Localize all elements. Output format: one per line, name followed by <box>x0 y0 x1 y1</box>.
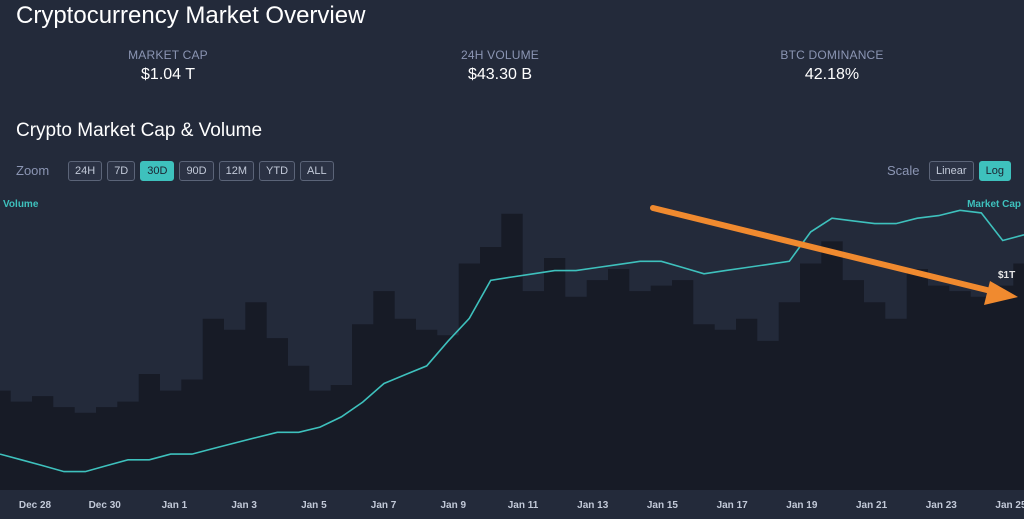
x-tick-label: Jan 19 <box>786 500 818 511</box>
x-tick-label: Jan 9 <box>440 500 466 511</box>
zoom-12m-button[interactable]: 12M <box>218 161 255 181</box>
zoom-90d-button[interactable]: 90D <box>179 161 214 181</box>
volume-series-label: Volume <box>3 199 39 210</box>
volume-area <box>0 213 1024 491</box>
zoom-all-button[interactable]: ALL <box>300 161 334 181</box>
page-title: Cryptocurrency Market Overview <box>16 2 366 29</box>
stat-label: 24H VOLUME <box>460 48 540 62</box>
zoom-30d-button[interactable]: 30D <box>140 161 175 181</box>
x-tick-label: Jan 25 <box>995 500 1024 511</box>
stat-value: 42.18% <box>804 66 860 83</box>
market-cap-line <box>0 209 1024 473</box>
stat-value: $43.30 B <box>467 66 533 83</box>
x-tick-label: Jan 7 <box>371 500 397 511</box>
one-trillion-label: $1T <box>998 270 1015 281</box>
x-tick-label: Dec 30 <box>89 500 122 511</box>
x-tick-label: Jan 15 <box>647 500 679 511</box>
scale-log-button[interactable]: Log <box>978 161 1011 181</box>
stat-market-cap: MARKET CAP $1.04 T <box>68 48 268 84</box>
stat-label: BTC DOMINANCE <box>780 48 884 62</box>
market-cap-volume-chart: Dec 28 Dec 30 Jan 1 Jan 3 Jan 5 Jan 7 Jan 9 Jan… <box>0 199 1024 511</box>
zoom-24h-button[interactable]: 24H <box>68 161 103 181</box>
x-tick-label: Jan 21 <box>856 500 888 511</box>
x-axis-ticks: Dec 28 Dec 30 Jan 1 Jan 3 Jan 5 Jan 7 Jan 9 Jan… <box>19 500 1024 511</box>
x-tick-label: Jan 23 <box>926 500 958 511</box>
zoom-button-group: 24H 7D 30D 90D 12M YTD ALL <box>68 161 334 181</box>
x-tick-label: Dec 28 <box>19 500 52 511</box>
trend-arrow-line <box>650 205 998 295</box>
chart-title: Crypto Market Cap & Volume <box>16 120 263 141</box>
x-tick-label: Jan 17 <box>717 500 749 511</box>
stat-btc-dominance: BTC DOMINANCE 42.18% <box>732 48 932 84</box>
stat-24h-volume: 24H VOLUME $43.30 B <box>400 48 600 84</box>
volume-area-layer <box>0 213 1024 491</box>
x-tick-label: Jan 13 <box>577 500 609 511</box>
trend-arrow-head <box>984 281 1018 305</box>
market-cap-line-layer <box>0 209 1024 473</box>
x-tick-label: Jan 1 <box>162 500 188 511</box>
trend-arrow <box>650 205 1018 305</box>
x-tick-label: Jan 11 <box>508 500 539 511</box>
scale-label: Scale <box>887 163 920 178</box>
zoom-7d-button[interactable]: 7D <box>107 161 136 181</box>
market-cap-series-label: Market Cap <box>967 199 1021 210</box>
x-tick-label: Jan 3 <box>231 500 257 511</box>
scale-linear-button[interactable]: Linear <box>929 161 974 181</box>
scale-button-group: Linear Log <box>929 161 1011 181</box>
zoom-ytd-button[interactable]: YTD <box>259 161 296 181</box>
zoom-label: Zoom <box>16 163 50 178</box>
stat-value: $1.04 T <box>141 66 195 83</box>
stat-label: MARKET CAP <box>128 48 208 62</box>
x-tick-label: Jan 5 <box>301 500 327 511</box>
